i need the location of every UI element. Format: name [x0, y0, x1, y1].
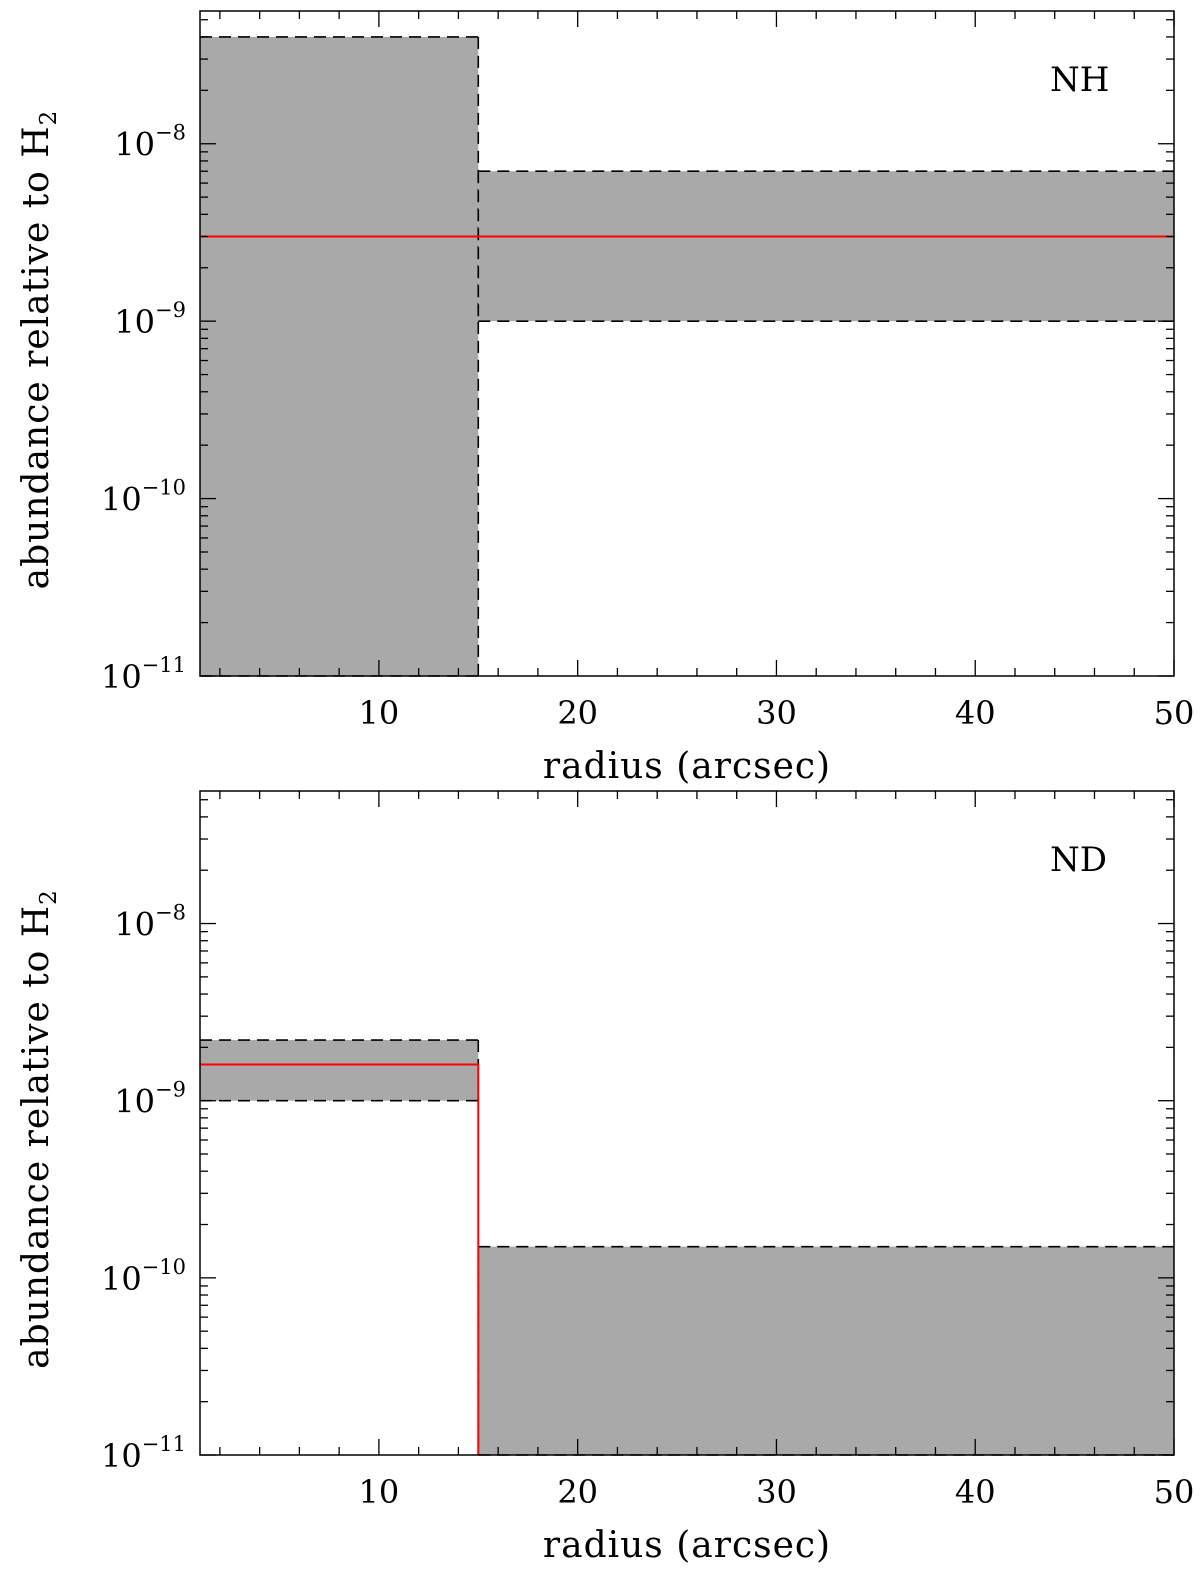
y-tick-label: 10−11 [101, 653, 186, 696]
y-axis-title: abundance relative to H2 [16, 889, 62, 1369]
x-tick-label: 40 [955, 694, 996, 732]
y-tick-exponent: −9 [155, 1078, 186, 1102]
x-tick-label: 50 [1154, 694, 1195, 732]
model-line-0 [200, 1063, 480, 1455]
y-tick-base: 10 [101, 481, 142, 519]
y-tick-base: 10 [101, 658, 142, 696]
y-tick-label: 10−10 [101, 1255, 186, 1298]
y-tick-base: 10 [101, 1260, 142, 1298]
x-tick-labels: 10 20 30 40 50 [359, 694, 1195, 732]
band-0 [200, 1040, 479, 1101]
y-tick-exponent: −9 [155, 298, 186, 322]
plot-frame [199, 10, 1175, 677]
y-axis-title: abundance relative to H2 [16, 110, 62, 590]
y-tick-exponent: −8 [155, 121, 186, 145]
y-tick-base: 10 [114, 126, 155, 164]
x-tick-label: 30 [756, 1473, 797, 1511]
y-tick-label: 10−8 [114, 121, 186, 164]
y-tick-label: 10−10 [101, 476, 186, 519]
y-axis-title-subscript: 2 [36, 889, 62, 905]
y-tick-base: 10 [114, 1083, 155, 1121]
y-tick-label: 10−9 [114, 1078, 186, 1121]
x-tick-label: 20 [557, 694, 598, 732]
model-lines [200, 1063, 480, 1455]
x-tick-label: 20 [557, 1473, 598, 1511]
uncertainty-bands [200, 36, 1174, 677]
y-tick-exponent: −11 [142, 653, 186, 677]
band-0 [200, 36, 479, 676]
x-tick-label: 50 [1154, 1473, 1195, 1511]
y-tick-label: 10−9 [114, 298, 186, 341]
x-tick-label: 10 [359, 1473, 400, 1511]
x-axis-title: radius (arcsec) [543, 746, 831, 787]
x-tick-label: 30 [756, 694, 797, 732]
y-tick-exponent: −10 [142, 1255, 186, 1279]
x-axis-title: radius (arcsec) [543, 1525, 831, 1566]
axis-ticks [200, 791, 1175, 1456]
plot-frame [199, 790, 1175, 1456]
y-tick-base: 10 [114, 906, 155, 944]
y-tick-exponent: −8 [155, 901, 186, 925]
y-tick-exponent: −10 [142, 476, 186, 500]
y-axis-title-main: abundance relative to H [16, 125, 57, 589]
uncertainty-bands [200, 1039, 1174, 1456]
y-axis-title-main: abundance relative to H [16, 905, 57, 1369]
axis-ticks [200, 11, 1175, 677]
y-tick-exponent: −11 [142, 1432, 186, 1456]
x-tick-label: 40 [955, 1473, 996, 1511]
x-tick-label: 10 [359, 694, 400, 732]
y-axis-title-subscript: 2 [36, 110, 62, 126]
panel-annotation: ND [1050, 840, 1107, 880]
panel-annotation: NH [1050, 60, 1109, 100]
y-tick-label: 10−8 [114, 901, 186, 944]
y-tick-base: 10 [101, 1437, 142, 1475]
band-1 [478, 1246, 1174, 1455]
y-tick-label: 10−11 [101, 1432, 186, 1475]
y-tick-base: 10 [114, 303, 155, 341]
band-1 [478, 171, 1174, 322]
x-tick-labels: 10 20 30 40 50 [359, 1473, 1195, 1511]
